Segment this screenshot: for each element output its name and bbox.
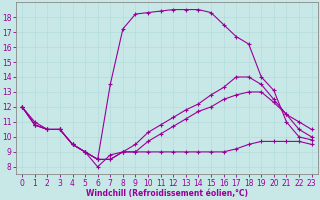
X-axis label: Windchill (Refroidissement éolien,°C): Windchill (Refroidissement éolien,°C) [86, 189, 248, 198]
